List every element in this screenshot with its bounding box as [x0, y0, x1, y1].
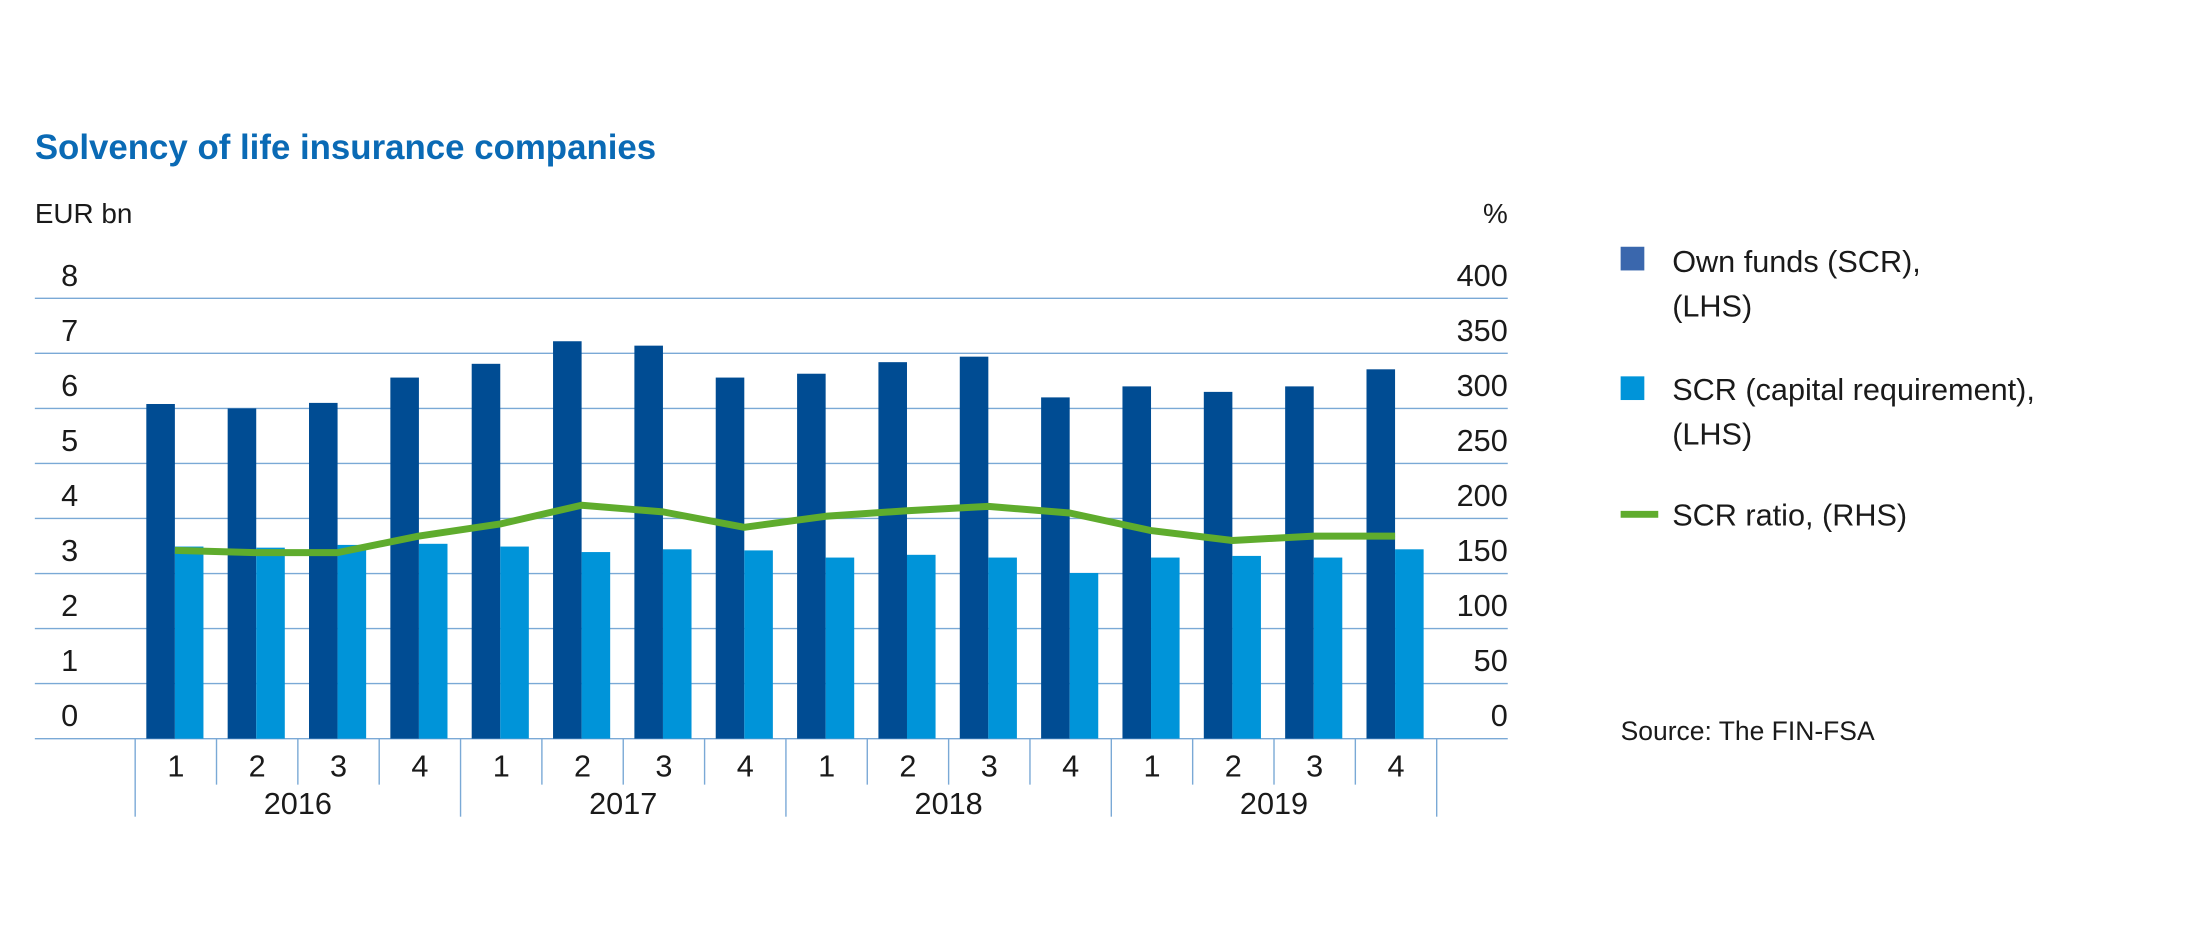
y-tick-left: 7 [61, 314, 78, 348]
y-tick-left: 6 [61, 369, 78, 403]
y-tick-left: 1 [61, 644, 78, 678]
x-tick-quarter: 1 [167, 749, 184, 783]
x-tick-year: 2019 [1240, 787, 1308, 821]
x-tick-quarter: 1 [1143, 749, 1160, 783]
x-tick-quarter: 2 [1225, 749, 1242, 783]
y-tick-right: 150 [1457, 534, 1508, 568]
bar-scr [500, 546, 529, 739]
legend-swatch-own-funds [1620, 246, 1645, 271]
y-tick-right: 300 [1457, 369, 1508, 403]
bar-own-funds [471, 363, 501, 739]
legend-swatch-scr [1620, 376, 1645, 401]
bar-own-funds [1122, 386, 1152, 739]
source-note: Source: The FIN-FSA [1621, 716, 1875, 746]
x-tick-year: 2017 [589, 787, 657, 821]
x-tick-quarter: 4 [737, 749, 754, 783]
x-tick-quarter: 3 [1306, 749, 1323, 783]
bar-own-funds [227, 408, 257, 739]
bar-own-funds [309, 402, 338, 739]
bar-scr [581, 552, 611, 739]
bar-scr [1313, 557, 1343, 739]
y-tick-left: 4 [61, 479, 78, 513]
bar-own-funds [390, 377, 419, 739]
x-tick-quarter: 3 [655, 749, 672, 783]
bar-scr [1151, 557, 1180, 739]
left-axis-unit: EUR bn [35, 198, 133, 229]
x-tick-quarter: 1 [493, 749, 510, 783]
bar-scr [906, 554, 936, 739]
bar-scr [1069, 572, 1099, 739]
x-tick-quarter: 3 [981, 749, 998, 783]
bar-own-funds [1285, 386, 1314, 739]
bar-scr [337, 544, 367, 739]
bar-own-funds [1041, 397, 1070, 739]
bar-own-funds [634, 345, 663, 739]
legend: Own funds (SCR), (LHS) SCR (capital requ… [1620, 245, 2035, 532]
bar-scr [256, 547, 285, 739]
y-tick-left: 2 [61, 589, 78, 623]
y-tick-right: 350 [1457, 314, 1508, 348]
right-axis-unit: % [1483, 198, 1508, 229]
y-tick-right: 100 [1457, 589, 1508, 623]
legend-label-own-funds-2: (LHS) [1672, 289, 1752, 323]
y-tick-left: 8 [61, 259, 78, 293]
x-tick-quarter: 2 [249, 749, 266, 783]
bar-scr [1232, 555, 1261, 739]
legend-label-scr-2: (LHS) [1672, 418, 1752, 452]
bar-own-funds [715, 377, 745, 739]
bar-own-funds [553, 341, 582, 739]
legend-label-ratio: SCR ratio, (RHS) [1672, 498, 1907, 532]
y-tick-right: 250 [1457, 424, 1508, 458]
bar-own-funds [146, 403, 175, 739]
chart-title: Solvency of life insurance companies [35, 128, 656, 167]
x-tick-year: 2018 [915, 787, 983, 821]
legend-label-scr: SCR (capital requirement), [1672, 373, 2035, 407]
bar-scr [418, 543, 448, 739]
legend-label-own-funds: Own funds (SCR), [1672, 245, 1921, 279]
bar-own-funds [1203, 391, 1233, 739]
x-tick-year: 2016 [264, 787, 332, 821]
x-tick-quarter: 4 [1387, 749, 1404, 783]
x-tick-quarter: 2 [574, 749, 591, 783]
x-tick-quarter: 4 [411, 749, 428, 783]
bar-scr [1395, 549, 1424, 739]
bar-scr [174, 546, 204, 739]
bar-own-funds [878, 362, 907, 739]
x-tick-quarter: 3 [330, 749, 347, 783]
bar-own-funds [1366, 369, 1396, 739]
y-tick-right: 200 [1457, 479, 1508, 513]
y-tick-left: 3 [61, 534, 78, 568]
x-tick-quarter: 2 [899, 749, 916, 783]
bar-scr [662, 549, 692, 739]
y-tick-left: 0 [61, 699, 78, 733]
y-tick-right: 0 [1491, 699, 1508, 733]
y-tick-right: 400 [1457, 259, 1508, 293]
bar-scr [825, 557, 855, 739]
bar-scr [988, 557, 1017, 739]
bar-scr [744, 550, 773, 739]
x-tick-quarter: 4 [1062, 749, 1079, 783]
x-tick-quarter: 1 [818, 749, 835, 783]
line-scr-ratio [174, 501, 1396, 557]
bar-own-funds [959, 356, 989, 739]
bar-own-funds [797, 373, 826, 739]
y-tick-left: 5 [61, 424, 78, 458]
y-tick-right: 50 [1474, 644, 1508, 678]
